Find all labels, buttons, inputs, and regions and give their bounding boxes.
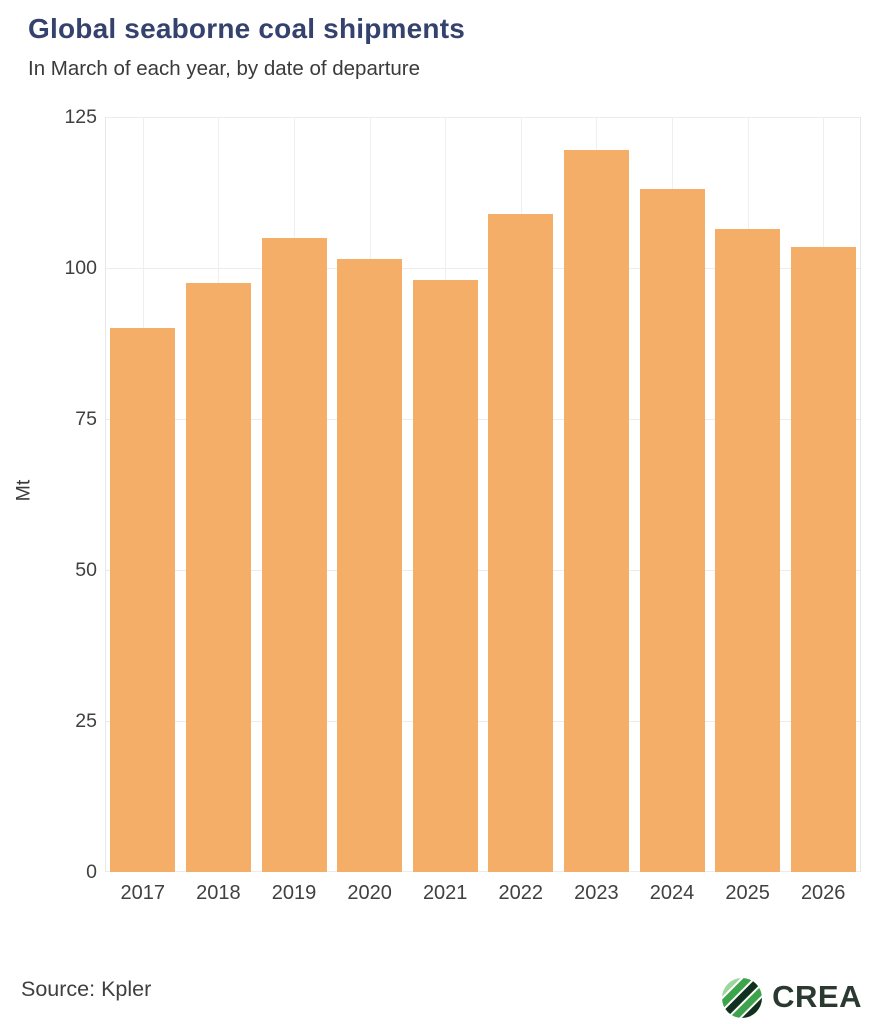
- crea-logo: CREA: [713, 969, 862, 1024]
- bar-2022: [488, 213, 554, 872]
- h-gridline-100: [105, 268, 861, 269]
- source-note: Source: Kpler: [21, 977, 152, 1001]
- bar-2019: [261, 237, 327, 872]
- x-tick-label-2020: 2020: [347, 882, 392, 904]
- logo-stripe: [719, 975, 765, 1020]
- bar-2017: [110, 328, 176, 872]
- logo-stripe: [713, 969, 758, 1014]
- y-tick-label-100: 100: [64, 257, 97, 279]
- h-gridline-50: [105, 570, 861, 571]
- x-tick-label-2021: 2021: [422, 882, 468, 904]
- bar-2021: [412, 280, 478, 872]
- bar-2018: [185, 283, 251, 872]
- panel-right-edge: [860, 117, 861, 872]
- h-gridline-0: [105, 871, 861, 872]
- x-tick-label-2017: 2017: [120, 882, 166, 904]
- bar-2026: [790, 246, 856, 872]
- y-axis-title: Mt: [12, 479, 35, 502]
- x-tick-label-2023: 2023: [574, 882, 619, 904]
- chart-title: Global seaborne coal shipments: [28, 13, 466, 44]
- bar-2023: [563, 150, 629, 872]
- x-tick-label-2019: 2019: [271, 882, 317, 904]
- h-gridline-75: [105, 419, 861, 420]
- y-tick-label-50: 50: [75, 559, 97, 581]
- bar-2024: [639, 189, 705, 872]
- crea-logo-wordmark: CREA: [772, 979, 862, 1014]
- bar-2020: [337, 258, 403, 872]
- y-tick-label-75: 75: [75, 408, 97, 430]
- crea-logo-icon: [713, 969, 771, 1024]
- x-tick-label-2024: 2024: [649, 882, 695, 904]
- h-gridline-125: [105, 117, 861, 118]
- plot-area: [105, 117, 861, 872]
- x-tick-label-2025: 2025: [725, 882, 770, 904]
- x-tick-label-2018: 2018: [196, 882, 241, 904]
- logo-stripe: [725, 981, 771, 1024]
- y-tick-label-25: 25: [75, 710, 97, 732]
- x-tick-label-2022: 2022: [498, 882, 544, 904]
- y-tick-label-0: 0: [86, 861, 97, 883]
- x-tick-label-2026: 2026: [800, 882, 846, 904]
- h-gridline-25: [105, 721, 861, 722]
- chart-subtitle: In March of each year, by date of depart…: [28, 57, 421, 80]
- panel-left-edge: [105, 117, 106, 872]
- bar-2025: [715, 228, 781, 872]
- y-tick-label-125: 125: [64, 106, 97, 128]
